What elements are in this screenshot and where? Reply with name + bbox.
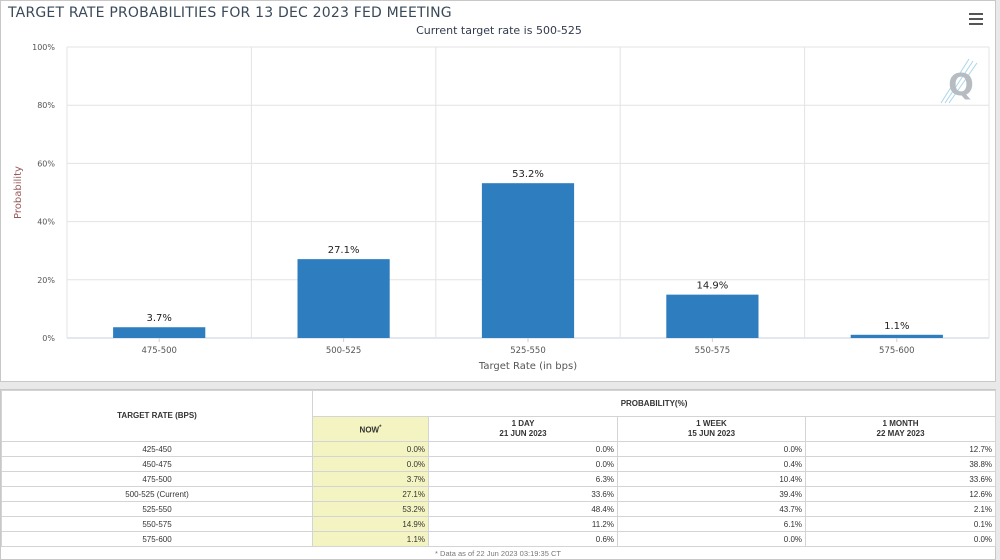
now-cell: 14.9% [312,516,429,532]
week-cell: 0.0% [617,531,806,547]
rate-cell: 450-475 [1,456,313,472]
y-tick-label: 60% [37,159,55,168]
x-tick-label: 475-500 [141,346,177,356]
x-tick-label: 575-600 [879,346,915,356]
data-label: 3.7% [146,313,171,324]
column-header-1month-date: 22 MAY 2023 [876,429,925,438]
month-cell: 2.1% [804,501,997,517]
x-tick-label: 525-550 [510,346,546,356]
x-axis-title: Target Rate (in bps) [478,361,577,372]
q-logo-icon: Q [940,58,978,104]
now-cell: 3.7% [312,471,429,487]
y-tick-label: 80% [37,101,55,110]
x-tick-label: 550-575 [695,346,731,356]
now-cell: 27.1% [312,486,429,502]
data-timestamp-footnote: * Data as of 22 Jun 2023 03:19:35 CT [435,549,561,558]
rate-cell: 475-500 [1,471,313,487]
column-header-1month-label: 1 MONTH [882,419,919,428]
week-cell: 39.4% [617,486,806,502]
week-cell: 10.4% [617,471,806,487]
rate-header: TARGET RATE (BPS) [1,390,313,442]
day-cell: 0.0% [428,456,618,472]
column-header-1day-date: 21 JUN 2023 [499,429,547,438]
y-tick-label: 20% [37,276,55,285]
now-asterisk: * [379,424,382,431]
bar [666,294,759,338]
rate-cell: 575-600 [1,531,313,547]
column-header-1week-date: 15 JUN 2023 [687,429,736,438]
data-label: 1.1% [884,321,909,332]
column-header-1week: 1 WEEK 15 JUN 2023 [617,416,806,442]
week-cell: 6.1% [617,516,806,532]
month-cell: 12.6% [804,486,997,502]
hamburger-menu-icon[interactable] [969,13,983,25]
rate-cell: 525-550 [1,501,313,517]
week-cell: 43.7% [617,501,806,517]
month-cell: 33.6% [804,471,997,487]
bar [113,327,206,338]
day-cell: 48.4% [428,501,618,517]
y-axis-title: Probability [13,166,24,219]
month-cell: 12.7% [804,441,997,457]
column-header-1day-label: 1 DAY [511,419,535,428]
now-cell: 1.1% [312,531,429,547]
day-cell: 11.2% [428,516,618,532]
day-cell: 6.3% [428,471,618,487]
column-header-1week-label: 1 WEEK [696,419,727,428]
column-header-1month: 1 MONTH 22 MAY 2023 [804,416,997,442]
chart-title: TARGET RATE PROBABILITIES FOR 13 DEC 202… [8,5,452,21]
day-cell: 0.6% [428,531,618,547]
y-tick-label: 40% [37,218,55,227]
now-cell: 0.0% [312,441,429,457]
day-cell: 33.6% [428,486,618,502]
column-header-now-label: NOW [359,425,380,435]
chart-subtitle: Current target rate is 500-525 [416,24,582,37]
rate-cell: 500-525 (Current) [1,486,313,502]
x-tick-label: 500-525 [326,346,362,356]
bar-chart: 0% 20% 40% 60% 80% 100% 3.7% 475-500 27.1% 500-52… [13,43,990,372]
column-header-1day: 1 DAY 21 JUN 2023 [428,416,618,442]
rate-cell: 550-575 [1,516,313,532]
data-label: 27.1% [328,245,360,256]
y-tick-label: 0% [42,334,55,343]
chart-panel: TARGET RATE PROBABILITIES FOR 13 DEC 202… [0,0,996,382]
month-cell: 0.1% [804,516,997,532]
data-label: 53.2% [512,169,544,180]
month-cell: 0.0% [804,531,997,547]
bar [481,183,575,338]
now-cell: 0.0% [312,456,429,472]
bar [297,259,390,338]
table-row: 500-525 (Current) 27.1% 33.6% 39.4% 12.6… [1,486,997,502]
table-row: 550-575 14.9% 11.2% 6.1% 0.1% [1,516,997,532]
data-label: 14.9% [697,281,729,292]
week-cell: 0.4% [617,456,806,472]
month-cell: 38.8% [804,456,997,472]
table-row: 450-475 0.0% 0.0% 0.4% 38.8% [1,456,997,472]
probability-table: TARGET RATE (BPS) PROBABILITY(%) NOW* 1 … [1,390,997,547]
bar [850,334,943,338]
column-header-now: NOW* [312,416,429,442]
table-row: 475-500 3.7% 6.3% 10.4% 33.6% [1,471,997,487]
now-cell: 53.2% [312,501,429,517]
rate-cell: 425-450 [1,441,313,457]
probability-header: PROBABILITY(%) [311,390,997,417]
day-cell: 0.0% [428,441,618,457]
y-tick-label: 100% [32,43,55,52]
table-row: 425-450 0.0% 0.0% 0.0% 12.7% [1,441,997,457]
table-row: 525-550 53.2% 48.4% 43.7% 2.1% [1,501,997,517]
probability-table-panel: TARGET RATE (BPS) PROBABILITY(%) NOW* 1 … [0,389,997,560]
svg-text:Q: Q [948,68,974,103]
table-row: 575-600 1.1% 0.6% 0.0% 0.0% [1,531,997,547]
week-cell: 0.0% [617,441,806,457]
